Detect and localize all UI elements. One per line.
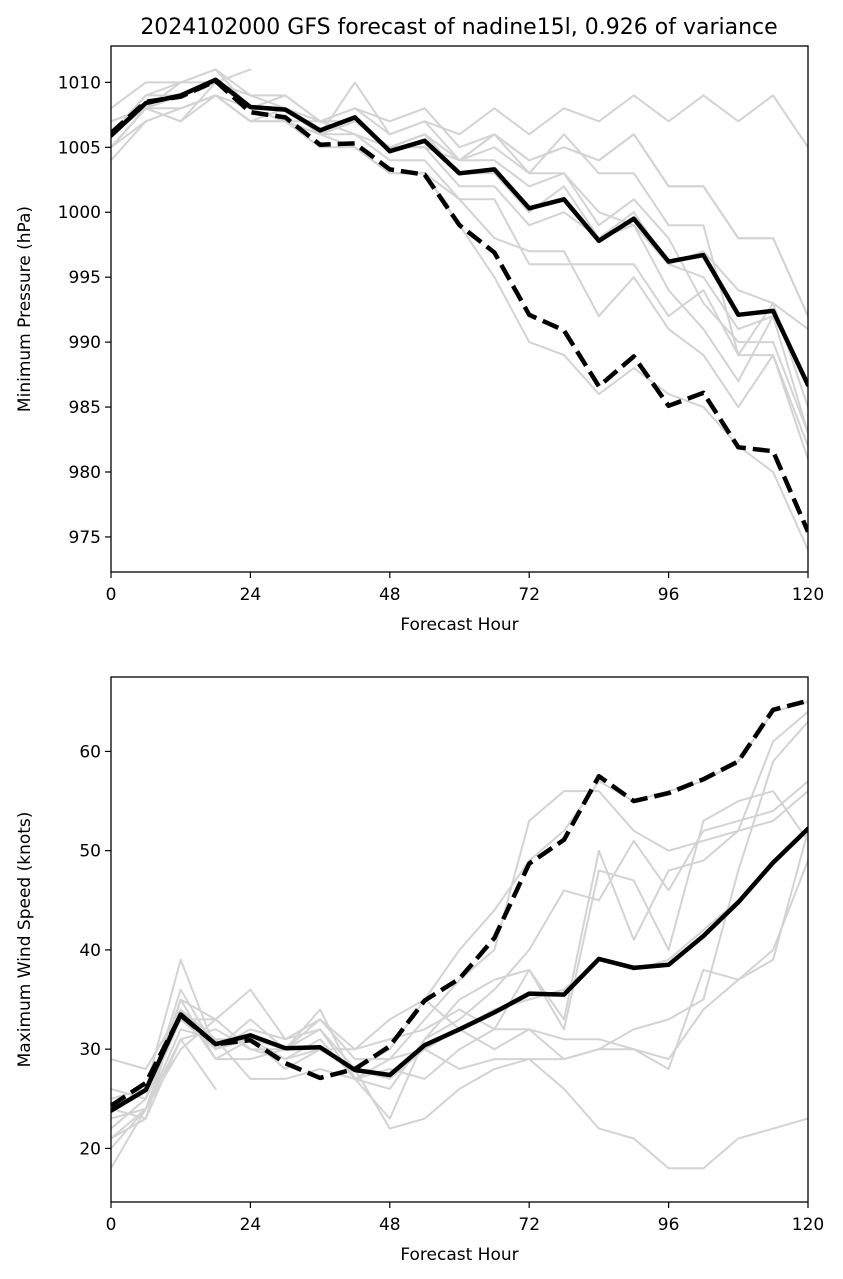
x-tick-label: 48 (379, 585, 401, 605)
plot-area (111, 698, 808, 1170)
dashed-forecast-line (111, 78, 808, 533)
x-tick-label: 0 (106, 1215, 117, 1235)
x-tick-label: 96 (658, 1215, 680, 1235)
x-tick-label: 24 (240, 1215, 262, 1235)
y-tick-label: 40 (79, 941, 101, 961)
x-tick-label: 72 (518, 585, 540, 605)
x-tick-label: 72 (518, 1215, 540, 1235)
chart-title: 2024102000 GFS forecast of nadine15l, 0.… (140, 15, 777, 40)
y-tick-label: 995 (69, 268, 101, 288)
dashed-forecast-line (111, 698, 808, 1108)
y-tick-label: 1010 (58, 73, 101, 93)
y-tick-label: 980 (69, 463, 101, 483)
member-line-5 (111, 710, 808, 1140)
x-tick-label: 120 (792, 585, 824, 605)
plot-area (111, 68, 808, 551)
x-tick-label: 120 (792, 1215, 824, 1235)
y-tick-label: 990 (69, 333, 101, 353)
y-tick-label: 985 (69, 398, 101, 418)
member-line-12 (111, 790, 808, 1140)
y-tick-label: 975 (69, 528, 101, 548)
x-axis-label: Forecast Hour (400, 1245, 518, 1265)
panel-1: 0 24 48 72 96 120 975 980 985 990 995 1000 1005 1010 F… (15, 45, 824, 635)
panel-2: 0 24 48 72 96 120 20 30 40 50 60 Forecast Hour Maxim… (15, 676, 824, 1265)
y-tick-label: 1000 (58, 203, 101, 223)
y-tick-label: 60 (79, 742, 101, 762)
x-axis-label: Forecast Hour (400, 615, 518, 635)
axes-frame (110, 676, 809, 1203)
y-tick-label: 1005 (58, 138, 101, 158)
x-tick-label: 96 (658, 585, 680, 605)
y-tick-label: 50 (79, 842, 101, 862)
y-tick-label: 30 (79, 1040, 101, 1060)
y-tick-label: 20 (79, 1139, 101, 1159)
x-tick-label: 0 (106, 585, 117, 605)
y-axis-label: Maximum Wind Speed (knots) (15, 812, 35, 1068)
x-tick-label: 24 (240, 585, 262, 605)
member-line-4 (111, 859, 808, 1100)
axes-frame (110, 45, 809, 573)
y-axis-label: Minimum Pressure (hPa) (15, 206, 35, 412)
x-tick-label: 48 (379, 1215, 401, 1235)
member-line-12 (111, 81, 808, 318)
